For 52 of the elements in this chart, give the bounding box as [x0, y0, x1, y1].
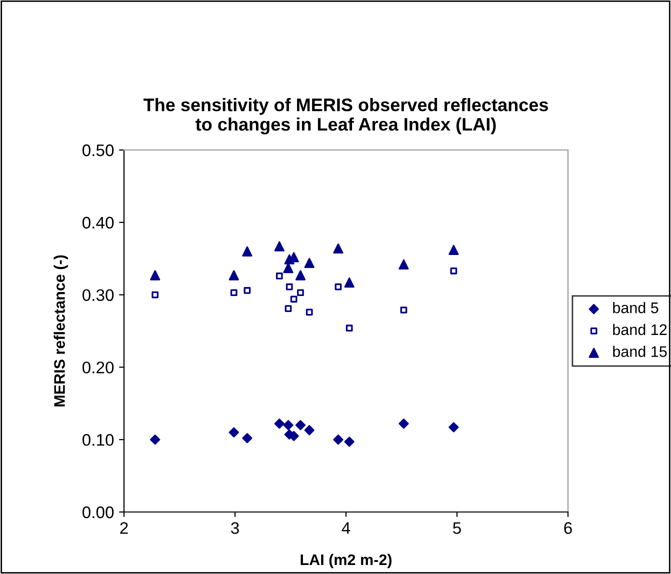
point: [150, 434, 160, 445]
point: [230, 289, 238, 296]
point: [242, 246, 252, 256]
y-tick-label: 0.00: [82, 506, 114, 518]
point: [306, 308, 313, 316]
point: [400, 306, 408, 314]
chart-title: The sensitivity of MERIS observed reflectances to changes in Leaf Area Index (LAI): [144, 98, 548, 134]
y-tick-label: 0.40: [82, 216, 114, 229]
point: [242, 433, 252, 444]
point: [344, 436, 354, 447]
point: [398, 418, 409, 429]
x-tick-label: 6: [564, 522, 572, 534]
point: [448, 244, 459, 255]
legend-label: band 15: [613, 346, 667, 357]
point: [274, 418, 284, 429]
point: [398, 259, 409, 270]
point: [286, 283, 293, 290]
point: [276, 272, 283, 280]
y-tick-label: 0.30: [82, 289, 114, 302]
y-tick-label: 0.50: [82, 144, 114, 156]
y-axis-title: MERIS reflectance (-): [54, 255, 68, 406]
x-tick-label: 5: [453, 522, 461, 534]
legend-label: band 5: [613, 302, 658, 314]
point: [344, 277, 354, 288]
point: [295, 420, 306, 430]
x-tick-label: 4: [342, 522, 350, 534]
point: [295, 270, 306, 280]
point: [304, 258, 314, 268]
point: [333, 434, 344, 445]
y-tick-label: 0.20: [82, 362, 114, 374]
point: [334, 283, 342, 290]
point: [274, 241, 284, 252]
point: [333, 243, 344, 254]
x-axis-title: LAI (m2 m-2): [300, 554, 392, 568]
x-tick-label: 3: [231, 522, 239, 534]
point: [290, 296, 298, 303]
point: [284, 305, 292, 312]
point: [244, 287, 251, 294]
point: [228, 427, 239, 438]
point: [304, 425, 314, 436]
point: [297, 289, 304, 296]
point: [346, 324, 353, 332]
point: [448, 422, 459, 432]
point: [283, 262, 294, 274]
point: [152, 291, 159, 298]
point: [150, 270, 160, 280]
point: [283, 420, 294, 430]
point: [228, 270, 239, 280]
y-tick-label: 0.10: [82, 434, 114, 446]
legend-label: band 12: [613, 324, 667, 336]
point: [450, 267, 458, 274]
x-tick-label: 2: [120, 522, 128, 534]
